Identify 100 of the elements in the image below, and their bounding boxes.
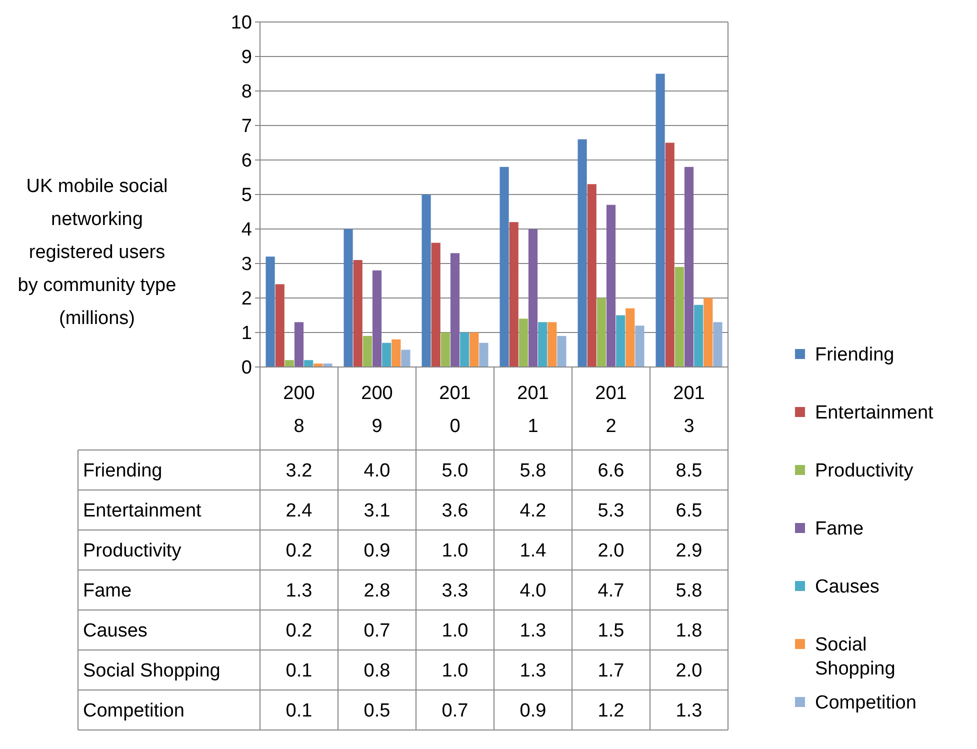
- bar: [294, 322, 304, 367]
- bar: [275, 284, 284, 367]
- bar: [353, 260, 362, 367]
- legend-label: Competition: [815, 692, 916, 714]
- bar: [450, 253, 460, 367]
- data-label: 3.6: [442, 500, 468, 522]
- y-tick-label: 10: [230, 12, 252, 34]
- bar: [665, 142, 674, 367]
- bar: [362, 336, 372, 367]
- bar: [470, 332, 479, 367]
- data-label: 1.8: [676, 620, 702, 642]
- bar: [284, 360, 294, 367]
- bar: [344, 229, 353, 367]
- bar: [372, 270, 382, 367]
- y-tick-label: 9: [241, 47, 252, 68]
- y-tick-label: 7: [241, 116, 252, 138]
- x-tick-label: 2009: [361, 383, 393, 437]
- bar: [460, 332, 470, 367]
- x-tick-label: 2011: [517, 383, 549, 437]
- data-label: 1.2: [598, 700, 624, 722]
- text: Fame: [83, 580, 132, 602]
- bar: [713, 322, 722, 367]
- y-tick-label: 5: [241, 185, 252, 206]
- bar: [518, 318, 528, 367]
- bar: [557, 336, 566, 367]
- data-label: 1.3: [520, 660, 546, 682]
- data-label: 3.3: [442, 580, 468, 602]
- data-label: 5.3: [598, 500, 624, 522]
- data-label: 4.0: [364, 460, 390, 482]
- bar: [635, 326, 644, 367]
- bar: [323, 364, 332, 367]
- data-label: 2.0: [598, 540, 624, 562]
- bar: [304, 360, 314, 367]
- data-label: 1.3: [676, 700, 702, 722]
- data-label: 1.3: [286, 580, 312, 602]
- data-label: 1.5: [598, 620, 624, 642]
- bar: [440, 332, 450, 367]
- data-label: 6.6: [598, 460, 624, 482]
- data-label: 0.1: [286, 660, 312, 682]
- bar: [704, 298, 713, 367]
- x-tick-label: 2008: [283, 383, 315, 437]
- bar: [626, 308, 635, 367]
- data-label: 0.2: [286, 620, 312, 642]
- data-label: 0.7: [364, 620, 390, 642]
- data-label: 1.0: [442, 620, 468, 642]
- legend-label: Fame: [815, 518, 864, 540]
- text: Causes: [83, 620, 148, 642]
- bar: [684, 166, 694, 367]
- x-tick-label: 2012: [595, 383, 627, 437]
- bar: [587, 184, 596, 367]
- y-tick-label: 8: [241, 82, 252, 103]
- data-label: 8.5: [676, 460, 702, 482]
- data-label: 6.5: [676, 500, 702, 522]
- data-label: 4.0: [520, 580, 546, 602]
- data-label: 0.8: [364, 660, 390, 682]
- y-tick-label: 6: [241, 150, 252, 172]
- bar: [656, 74, 665, 367]
- bar: [500, 166, 509, 367]
- bar: [578, 139, 587, 367]
- bar: [596, 298, 606, 367]
- bar: [616, 315, 626, 367]
- bar: [528, 229, 538, 367]
- bar: [674, 266, 684, 367]
- x-tick-label: 2010: [439, 383, 471, 437]
- data-label: 0.5: [364, 700, 390, 722]
- data-label: 3.2: [286, 460, 312, 482]
- legend-label: Entertainment: [815, 402, 934, 424]
- bar: [382, 342, 392, 367]
- y-axis-title: UK mobile social networking registered users by community type (millions): [18, 176, 176, 329]
- y-tick-label: 2: [241, 288, 252, 310]
- y-tick-label: 0: [241, 358, 252, 379]
- y-tick-label: 1: [241, 323, 252, 344]
- data-label: 0.2: [286, 540, 312, 562]
- bar: [606, 204, 616, 367]
- bar: [266, 256, 275, 367]
- bar: [694, 304, 704, 367]
- data-label: 2.0: [676, 660, 702, 682]
- data-label: 4.7: [598, 580, 624, 602]
- text: Productivity: [83, 540, 182, 562]
- data-label: 0.9: [520, 700, 546, 722]
- x-tick-label: 2013: [673, 383, 705, 437]
- bar: [509, 222, 518, 367]
- data-label: 5.8: [676, 580, 702, 602]
- bar: [431, 242, 440, 367]
- bar: [548, 322, 557, 367]
- bar: [479, 342, 488, 367]
- bar: [538, 322, 548, 367]
- y-tick-label: 4: [241, 220, 252, 241]
- data-label: 5.8: [520, 460, 546, 482]
- data-label: 0.7: [442, 700, 468, 722]
- legend-label: Causes: [815, 576, 880, 598]
- data-label: 1.0: [442, 540, 468, 562]
- bar: [392, 339, 401, 367]
- text: Social Shopping: [83, 660, 220, 682]
- data-label: 3.1: [364, 500, 390, 522]
- data-label: 4.2: [520, 500, 546, 522]
- data-label: 0.9: [364, 540, 390, 562]
- data-label: 2.9: [676, 540, 702, 562]
- data-label: 1.3: [520, 620, 546, 642]
- text: Friending: [83, 460, 162, 482]
